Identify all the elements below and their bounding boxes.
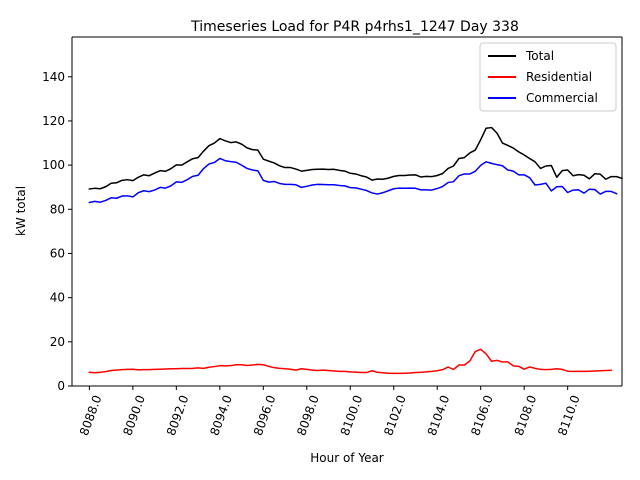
x-tick-label: 8102.0 (381, 393, 409, 437)
y-tick-label: 100 (42, 158, 65, 172)
axes-frame (71, 36, 623, 387)
series-line-total (88, 126, 623, 190)
x-tick-label: 8098.0 (294, 393, 322, 437)
legend: Total Residential Commercial (479, 42, 617, 112)
y-axis-label: kW total (14, 186, 28, 236)
x-tick-label: 8094.0 (207, 393, 235, 437)
x-tick-label: 8088.0 (77, 393, 105, 437)
series-line-residential (88, 348, 612, 375)
chart-title: Timeseries Load for P4R p4rhs1_1247 Day … (190, 19, 519, 35)
legend-label-commercial: Commercial (526, 91, 598, 105)
y-tick-label: 60 (50, 246, 65, 260)
series-line-commercial (88, 157, 618, 204)
y-tick-label: 0 (57, 379, 65, 393)
y-tick-label: 140 (42, 70, 65, 84)
legend-box (479, 42, 617, 112)
y-tick-label: 80 (50, 202, 65, 216)
y-axis-ticks: 0 20 40 60 80 100 120 140 (42, 70, 72, 393)
x-tick-label: 8110.0 (555, 393, 583, 437)
series-layer (88, 126, 623, 375)
x-tick-label: 8096.0 (251, 393, 279, 437)
x-tick-label: 8104.0 (425, 393, 453, 437)
x-axis-ticks: 8088.0 8090.0 8092.0 8094.0 8096.0 8098.0 8100… (77, 386, 583, 438)
x-tick-label: 8106.0 (468, 393, 496, 437)
x-tick-label: 8092.0 (164, 393, 192, 437)
legend-label-residential: Residential (526, 70, 592, 84)
y-tick-label: 20 (50, 335, 65, 349)
x-tick-label: 8108.0 (512, 393, 540, 437)
x-tick-label: 8100.0 (338, 393, 366, 437)
legend-label-total: Total (525, 49, 554, 63)
y-tick-label: 40 (50, 291, 65, 305)
y-tick-label: 120 (42, 114, 65, 128)
x-tick-label: 8090.0 (120, 393, 148, 437)
x-axis-label: Hour of Year (310, 451, 384, 465)
